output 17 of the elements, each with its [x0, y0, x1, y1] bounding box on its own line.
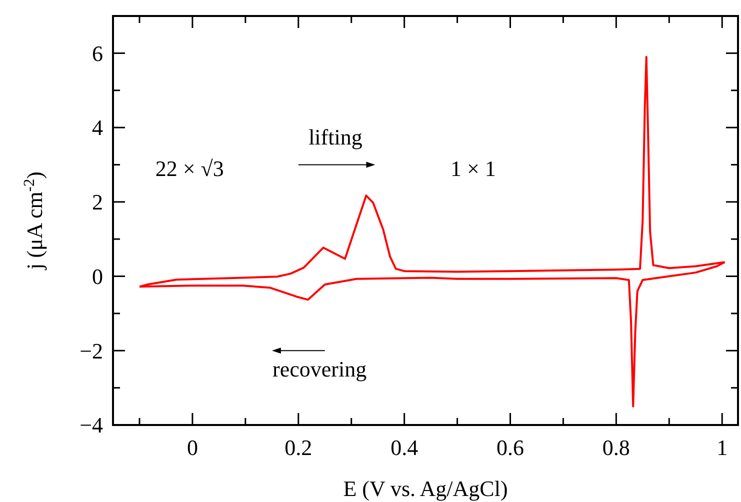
y-tick-label: 0 — [92, 264, 103, 289]
y-tick-label: 2 — [92, 190, 103, 215]
y-tick-label: 4 — [92, 115, 103, 140]
x-tick-label: 0.2 — [284, 435, 312, 460]
annotation: recovering — [272, 356, 367, 382]
x-tick-label: 0 — [186, 435, 198, 460]
x-tick-label: 0.8 — [602, 435, 630, 460]
x-tick-label: 0.4 — [390, 435, 418, 460]
annotation: 1 × 1 — [450, 156, 496, 181]
x-tick-label: 1 — [716, 435, 728, 460]
x-tick-label: 0.6 — [496, 435, 524, 460]
annotation: 22 × √3 — [155, 156, 224, 181]
y-tick-label: −2 — [80, 338, 103, 364]
y-tick-label: −4 — [80, 412, 103, 438]
x-axis-title: E (V vs. Ag/AgCl) — [343, 476, 508, 501]
y-tick-label: 6 — [92, 40, 103, 66]
annotation: lifting — [308, 124, 362, 150]
